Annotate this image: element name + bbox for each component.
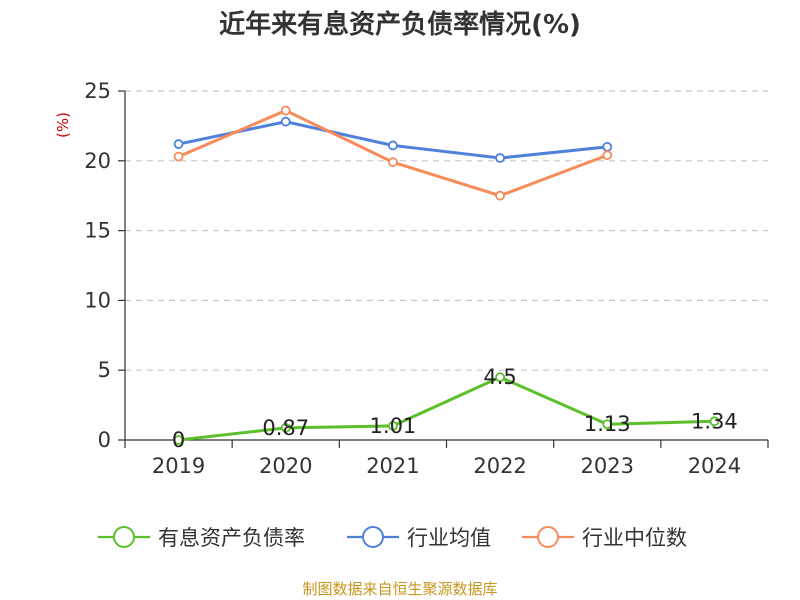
x-tick-label-2024: 2024 — [688, 454, 741, 478]
series-0-point-2021 — [388, 421, 398, 431]
legend-item-2[interactable]: 行业中位数 — [522, 526, 687, 550]
x-tick-label-2022: 2022 — [473, 454, 526, 478]
y-tick-label: 10 — [84, 288, 111, 312]
source-note: 制图数据来自恒生聚源数据库 — [302, 580, 497, 598]
series-2-point-2023 — [602, 150, 613, 161]
axes: 0 5 10 15 20 25 2019 2020 2021 2022 2023 2024 — [84, 79, 769, 478]
data-label-2024: 1.34 — [691, 409, 738, 433]
series-1-point-2020 — [280, 116, 291, 127]
series-0-point-2019 — [173, 435, 184, 445]
x-tick-label-2019: 2019 — [152, 454, 205, 478]
y-tick-label: 15 — [84, 219, 111, 243]
y-tick-label: 5 — [98, 358, 111, 382]
x-tick-label-2021: 2021 — [366, 454, 419, 478]
chart-title: 近年来有息资产负债率情况(%) — [219, 9, 581, 40]
legend-label: 有息资产负债率 — [158, 526, 305, 550]
series-1-point-2021 — [388, 140, 398, 151]
series-1-point-2023 — [602, 141, 613, 152]
series-0-point-2024 — [709, 416, 720, 427]
x-tick-label-2020: 2020 — [259, 454, 312, 478]
data-label-2020: 0.87 — [262, 416, 309, 440]
legend-item-1[interactable]: 行业均值 — [347, 526, 491, 550]
legend-label: 行业均值 — [407, 526, 491, 550]
data-label-2023: 1.13 — [584, 412, 631, 436]
series-2-point-2021 — [388, 157, 398, 168]
legend-item-0[interactable]: 有息资产负债率 — [98, 526, 305, 550]
series-2-point-2020 — [280, 105, 291, 116]
y-tick-label: 20 — [84, 149, 111, 173]
series-0-point-2020 — [280, 422, 291, 433]
data-label-2019: 0 — [172, 428, 185, 452]
legend[interactable]: 有息资产负债率 行业均值 行业中位数 — [98, 526, 687, 550]
y-tick-label: 0 — [98, 428, 111, 452]
series-lines — [173, 105, 720, 445]
series-0-point-2022 — [495, 372, 505, 383]
data-label-2022: 4.5 — [483, 365, 516, 389]
legend-label: 行业中位数 — [582, 526, 687, 550]
series-line-0 — [178, 375, 715, 442]
y-axis-unit-label: (%) — [54, 112, 72, 138]
legend-marker — [537, 526, 559, 548]
legend-marker — [113, 526, 135, 548]
x-tick-label-2023: 2023 — [581, 454, 634, 478]
grid-lines — [125, 90, 768, 371]
data-label-2021: 1.01 — [370, 414, 417, 438]
series-2-point-2019 — [173, 151, 184, 162]
series-1-point-2022 — [495, 153, 505, 163]
data-labels: 0 0.87 1.01 4.5 1.13 1.34 — [172, 365, 738, 452]
series-line-1 — [178, 120, 608, 160]
legend-marker — [362, 526, 384, 548]
series-1-point-2019 — [173, 139, 184, 149]
series-0-point-2023 — [602, 419, 613, 430]
series-2-point-2022 — [495, 190, 505, 201]
y-tick-label: 25 — [84, 79, 111, 103]
